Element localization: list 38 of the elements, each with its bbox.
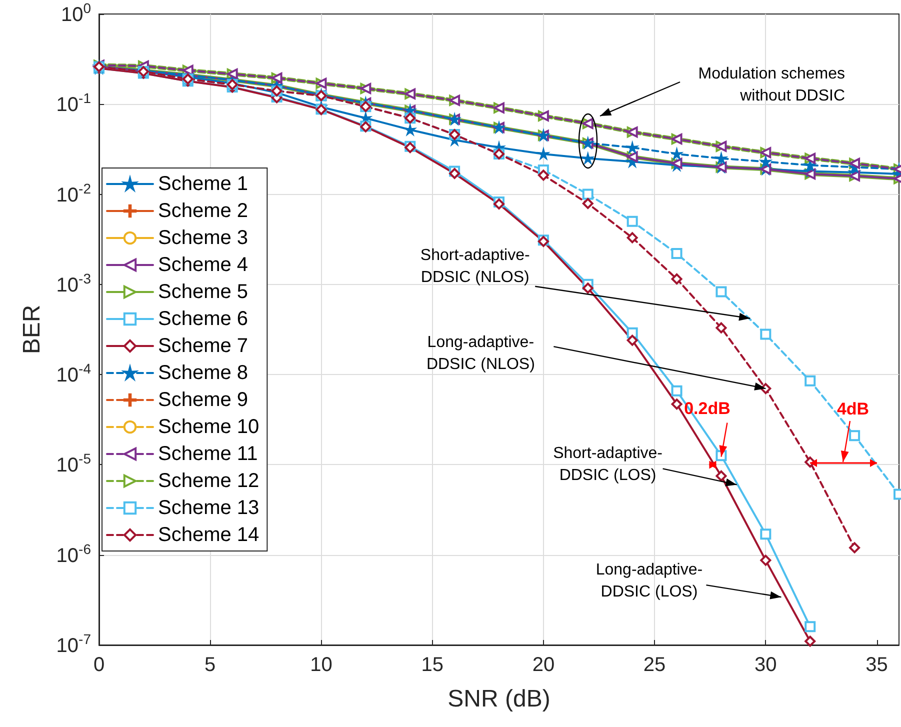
legend-label: Scheme 7 <box>158 335 248 357</box>
y-tick-label: 10$^{-7}$ <box>56 631 92 657</box>
x-tick-label: 20 <box>532 654 555 676</box>
annotation: Short-adaptive-DDSIC (LOS) <box>553 445 662 484</box>
legend-label: Scheme 13 <box>158 497 260 519</box>
legend-label: Scheme 6 <box>158 308 248 330</box>
y-tick-label: 10$^{-1}$ <box>56 90 92 116</box>
legend-label: Scheme 1 <box>158 173 248 195</box>
y-tick-label: 10$^{-2}$ <box>56 180 92 206</box>
x-tick-label: 5 <box>204 654 216 676</box>
y-axis-title: BER <box>18 304 46 354</box>
x-tick-label: 30 <box>754 654 777 676</box>
x-tick-label: 15 <box>421 654 444 676</box>
annotation: Long-adaptive-DDSIC (LOS) <box>596 562 703 601</box>
legend-label: Scheme 9 <box>158 389 248 411</box>
legend-label: Scheme 5 <box>158 281 248 303</box>
x-tick-label: 0 <box>93 654 105 676</box>
annotation: Short-adaptive-DDSIC (NLOS) <box>420 246 530 286</box>
annotation: 4dB <box>836 400 870 418</box>
y-tick-label: 10$^{-5}$ <box>56 450 92 477</box>
x-tick-label: 35 <box>866 654 888 676</box>
annotation: Modulation schemes without DDSIC <box>698 66 845 104</box>
legend-label: Scheme 12 <box>158 470 260 492</box>
annotation: Long-adaptive-DDSIC (NLOS) <box>426 334 535 374</box>
legend-label: Scheme 4 <box>158 254 248 276</box>
legend-label: Scheme 10 <box>158 416 260 438</box>
legend-label: Scheme 11 <box>158 443 258 465</box>
x-tick-label: 10 <box>310 654 332 676</box>
y-tick-label: 10$^{-4}$ <box>56 360 92 387</box>
legend-label: Scheme 14 <box>158 524 260 546</box>
y-tick-label: 10$^{0}$ <box>60 0 92 26</box>
y-tick-label: 10$^{-3}$ <box>56 270 92 296</box>
legend-label: Scheme 2 <box>158 200 248 222</box>
x-tick-label: 25 <box>643 654 666 676</box>
legend-label: Scheme 3 <box>158 227 248 249</box>
legend-label: Scheme 8 <box>158 362 248 384</box>
x-axis-title: SNR (dB) <box>448 686 550 712</box>
y-tick-label: 10$^{-6}$ <box>56 540 92 567</box>
